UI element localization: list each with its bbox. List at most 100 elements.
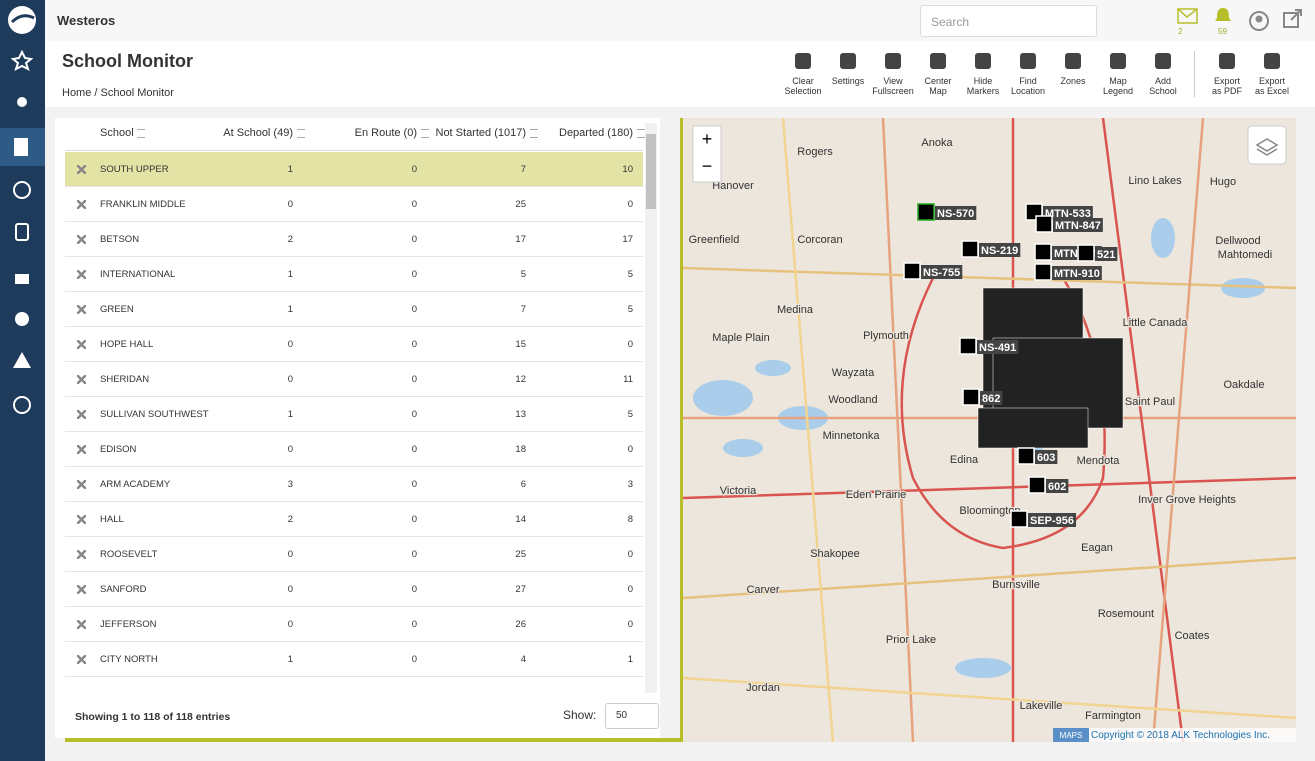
table-row[interactable]: BETSON 2 0 17 17 [65, 222, 643, 257]
remove-button[interactable] [77, 305, 86, 314]
zoom-control [692, 125, 722, 183]
scroll-thumb[interactable] [646, 134, 656, 209]
sort-icon[interactable] [637, 129, 645, 138]
remove-button[interactable] [77, 410, 86, 419]
zoom-out[interactable]: − [702, 156, 713, 176]
logo[interactable] [8, 6, 36, 34]
table-row[interactable]: SANFORD 0 0 27 0 [65, 572, 643, 607]
page-size-select[interactable]: 50 [605, 703, 659, 729]
vehicle-icon [1017, 447, 1035, 465]
breadcrumb-link[interactable]: Home [62, 87, 92, 99]
count-cell: 5 [627, 269, 633, 280]
sort-icon[interactable] [137, 129, 145, 138]
remove-button[interactable] [77, 620, 86, 629]
user-icon[interactable] [1248, 10, 1270, 32]
count-cell: 0 [287, 619, 293, 630]
column-header[interactable]: Departed (180) [559, 127, 633, 139]
toolbar-button[interactable]: Find Location [998, 53, 1058, 103]
splitter[interactable] [680, 118, 683, 742]
vehicle-label-bg [1028, 513, 1077, 527]
table-row[interactable]: INTERNATIONAL 1 0 5 5 [65, 257, 643, 292]
sort-icon[interactable] [297, 129, 305, 138]
toolbar-button[interactable]: Zones [1043, 53, 1103, 103]
toolbar-button[interactable]: Center Map [908, 53, 968, 103]
vehicle-icon [1034, 263, 1052, 281]
reports-icon[interactable] [14, 138, 28, 156]
toolbar-button[interactable]: Clear Selection [773, 53, 833, 103]
scrollbar[interactable] [645, 123, 657, 693]
help-icon[interactable] [13, 396, 31, 414]
toolbar-button[interactable]: View Fullscreen [863, 53, 923, 103]
toolbar-label: as PDF [1211, 86, 1242, 96]
table-row[interactable]: ARM ACADEMY 3 0 6 3 [65, 467, 643, 502]
remove-button[interactable] [77, 550, 86, 559]
vehicle-label-bg [1053, 218, 1103, 232]
remove-button[interactable] [77, 235, 86, 244]
zoom-in[interactable]: + [702, 129, 713, 149]
column-header[interactable]: Not Started (1017) [435, 127, 527, 139]
search-box[interactable]: Search [920, 5, 1097, 37]
remove-button[interactable] [77, 585, 86, 594]
remove-button[interactable] [77, 340, 86, 349]
vehicle-label: MTN-910 [1054, 268, 1100, 280]
remove-button[interactable] [77, 480, 86, 489]
remove-button[interactable] [77, 165, 86, 174]
column-header[interactable]: At School (49) [223, 127, 293, 139]
sort-icon[interactable] [530, 129, 538, 138]
column-header[interactable]: En Route (0) [354, 127, 417, 139]
table-row[interactable]: SOUTH UPPER 1 0 7 10 [65, 152, 643, 187]
place-label: Hugo [1210, 176, 1236, 188]
layers-button[interactable] [1247, 125, 1287, 165]
warning-icon[interactable] [13, 352, 31, 368]
toolbar-button[interactable]: Export as Excel [1242, 53, 1302, 103]
remove-button[interactable] [77, 200, 86, 209]
settings-icon[interactable] [15, 312, 29, 326]
location-icon[interactable] [17, 97, 27, 107]
remove-button[interactable] [77, 515, 86, 524]
table-row[interactable]: FRANKLIN MIDDLE 0 0 25 0 [65, 187, 643, 222]
mail-icon[interactable] [1177, 8, 1199, 26]
school-name: GREEN [100, 304, 134, 315]
vehicle-label-bg [1052, 266, 1102, 280]
toolbar-icon [795, 53, 811, 69]
count-cell: 5 [627, 304, 633, 315]
toolbar-button[interactable]: Add School [1133, 53, 1193, 103]
school-name: HALL [100, 514, 124, 525]
toolbar-label: School [1149, 86, 1177, 96]
table-row[interactable]: SULLIVAN SOUTHWEST 1 0 13 5 [65, 397, 643, 432]
table-row[interactable]: HALL 2 0 14 8 [65, 502, 643, 537]
table-row[interactable]: EDISON 0 0 18 0 [65, 432, 643, 467]
sort-icon[interactable] [421, 129, 429, 138]
table-row[interactable]: SHERIDAN 0 0 12 11 [65, 362, 643, 397]
panel-underline [65, 738, 680, 742]
alert-icon[interactable] [1213, 6, 1233, 26]
school-name: SANFORD [100, 584, 147, 595]
column-header[interactable]: School [100, 127, 134, 139]
toolbar-button[interactable]: Export as PDF [1197, 53, 1257, 103]
lock-icon[interactable] [15, 274, 29, 284]
history-icon[interactable] [13, 181, 31, 199]
toolbar-label: Selection [784, 86, 822, 96]
place-label: Rosemount [1098, 608, 1154, 620]
table-row[interactable]: CITY NORTH 1 0 4 1 [65, 642, 643, 677]
device-icon[interactable] [15, 223, 29, 241]
toolbar-button[interactable]: Hide Markers [953, 53, 1013, 103]
table-row[interactable]: JEFFERSON 0 0 26 0 [65, 607, 643, 642]
map[interactable]: Anoka Rogers Hanover Greenfield Corcoran Medi… [683, 118, 1296, 742]
place-label: Minnetonka [823, 430, 881, 442]
toolbar-button[interactable]: Map Legend [1088, 53, 1148, 103]
remove-button[interactable] [77, 375, 86, 384]
logout-icon[interactable] [1282, 9, 1304, 31]
vehicle-label: 602 [1048, 481, 1066, 493]
toolbar-button[interactable]: Settings [818, 53, 878, 103]
table-row[interactable]: HOPE HALL 0 0 15 0 [65, 327, 643, 362]
table-row[interactable]: ROOSEVELT 0 0 25 0 [65, 537, 643, 572]
toolbar-icon [885, 53, 901, 69]
table-row[interactable]: GREEN 1 0 7 5 [65, 292, 643, 327]
favorites-icon[interactable] [10, 49, 34, 71]
remove-button[interactable] [77, 270, 86, 279]
remove-button[interactable] [77, 445, 86, 454]
remove-button[interactable] [77, 655, 86, 664]
place-label: Coates [1175, 630, 1210, 642]
